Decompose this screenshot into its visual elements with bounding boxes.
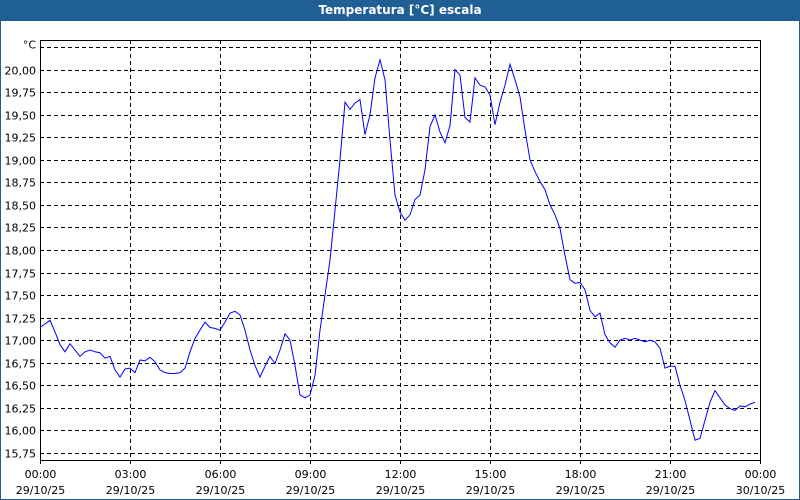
y-tick-label: 16,50 (5, 380, 37, 393)
y-tick-label: 17,75 (5, 268, 37, 281)
y-tick-label: 16,00 (5, 425, 37, 438)
x-tick-date: 29/10/25 (286, 484, 335, 497)
x-tick-date: 29/10/25 (16, 484, 65, 497)
x-tick-time: 18:00 (565, 468, 597, 481)
y-tick-label: 17,50 (5, 290, 37, 303)
y-tick-label: 18,00 (5, 245, 37, 258)
x-tick-date: 30/10/25 (736, 484, 785, 497)
window-title: Temperatura [°C] escala (0, 0, 800, 21)
y-tick-label: 18,25 (5, 222, 37, 235)
plot-frame (40, 40, 761, 461)
y-tick-label: 19,75 (5, 87, 37, 100)
y-axis-unit: °C (23, 39, 37, 52)
y-tick-label: 15,75 (5, 448, 37, 461)
y-tick-label: 18,50 (5, 200, 37, 213)
y-tick-label: 17,00 (5, 335, 37, 348)
x-tick-date: 29/10/25 (196, 484, 245, 497)
y-tick-label: 17,25 (5, 313, 37, 326)
temperature-line (39, 57, 756, 441)
x-tick-time: 15:00 (475, 468, 507, 481)
x-tick-date: 29/10/25 (646, 484, 695, 497)
x-tick-date: 29/10/25 (376, 484, 425, 497)
x-tick-date: 29/10/25 (106, 484, 155, 497)
x-tick-date: 29/10/25 (466, 484, 515, 497)
x-tick-date: 29/10/25 (556, 484, 605, 497)
y-tick-label: 19,00 (5, 155, 37, 168)
y-tick-label: 16,75 (5, 358, 37, 371)
x-tick-time: 09:00 (295, 468, 327, 481)
y-tick-label: 19,25 (5, 132, 37, 145)
y-tick-label: 20,00 (5, 65, 37, 78)
x-tick-time: 00:00 (25, 468, 57, 481)
y-tick-label: 19,50 (5, 110, 37, 123)
y-tick-label: 18,75 (5, 177, 37, 190)
x-tick-time: 12:00 (385, 468, 417, 481)
x-tick-time: 03:00 (115, 468, 147, 481)
x-tick-time: 00:00 (745, 468, 777, 481)
x-tick-time: 06:00 (205, 468, 237, 481)
y-tick-label: 16,25 (5, 403, 37, 416)
x-tick-time: 21:00 (655, 468, 687, 481)
